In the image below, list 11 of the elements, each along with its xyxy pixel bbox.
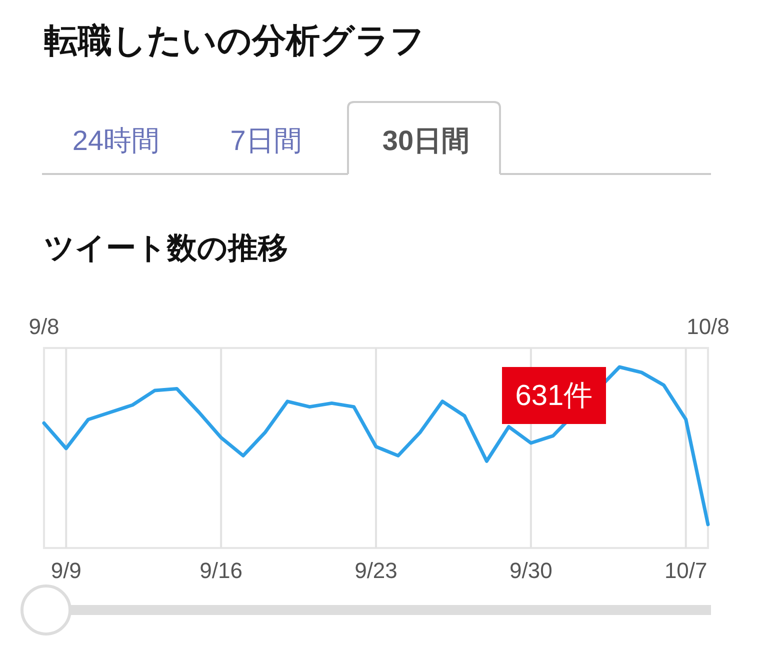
annotation: 631件	[515, 380, 593, 412]
chart-subtitle: ツイート数の推移	[44, 232, 288, 265]
x-tick-label: 9/30	[510, 558, 552, 583]
x-tick-label: 10/7	[664, 558, 708, 583]
x2-tick-label: 10/8	[686, 314, 730, 339]
x-tick-label: 9/16	[200, 558, 242, 583]
x-tick-label: 9/9	[50, 558, 82, 583]
chart-title: 転職したいの分析グラフ	[44, 22, 425, 60]
x-tick-label: 9/23	[354, 558, 398, 583]
tooltip: 631件	[502, 367, 606, 424]
x2-tick-label: 9/8	[28, 314, 60, 339]
